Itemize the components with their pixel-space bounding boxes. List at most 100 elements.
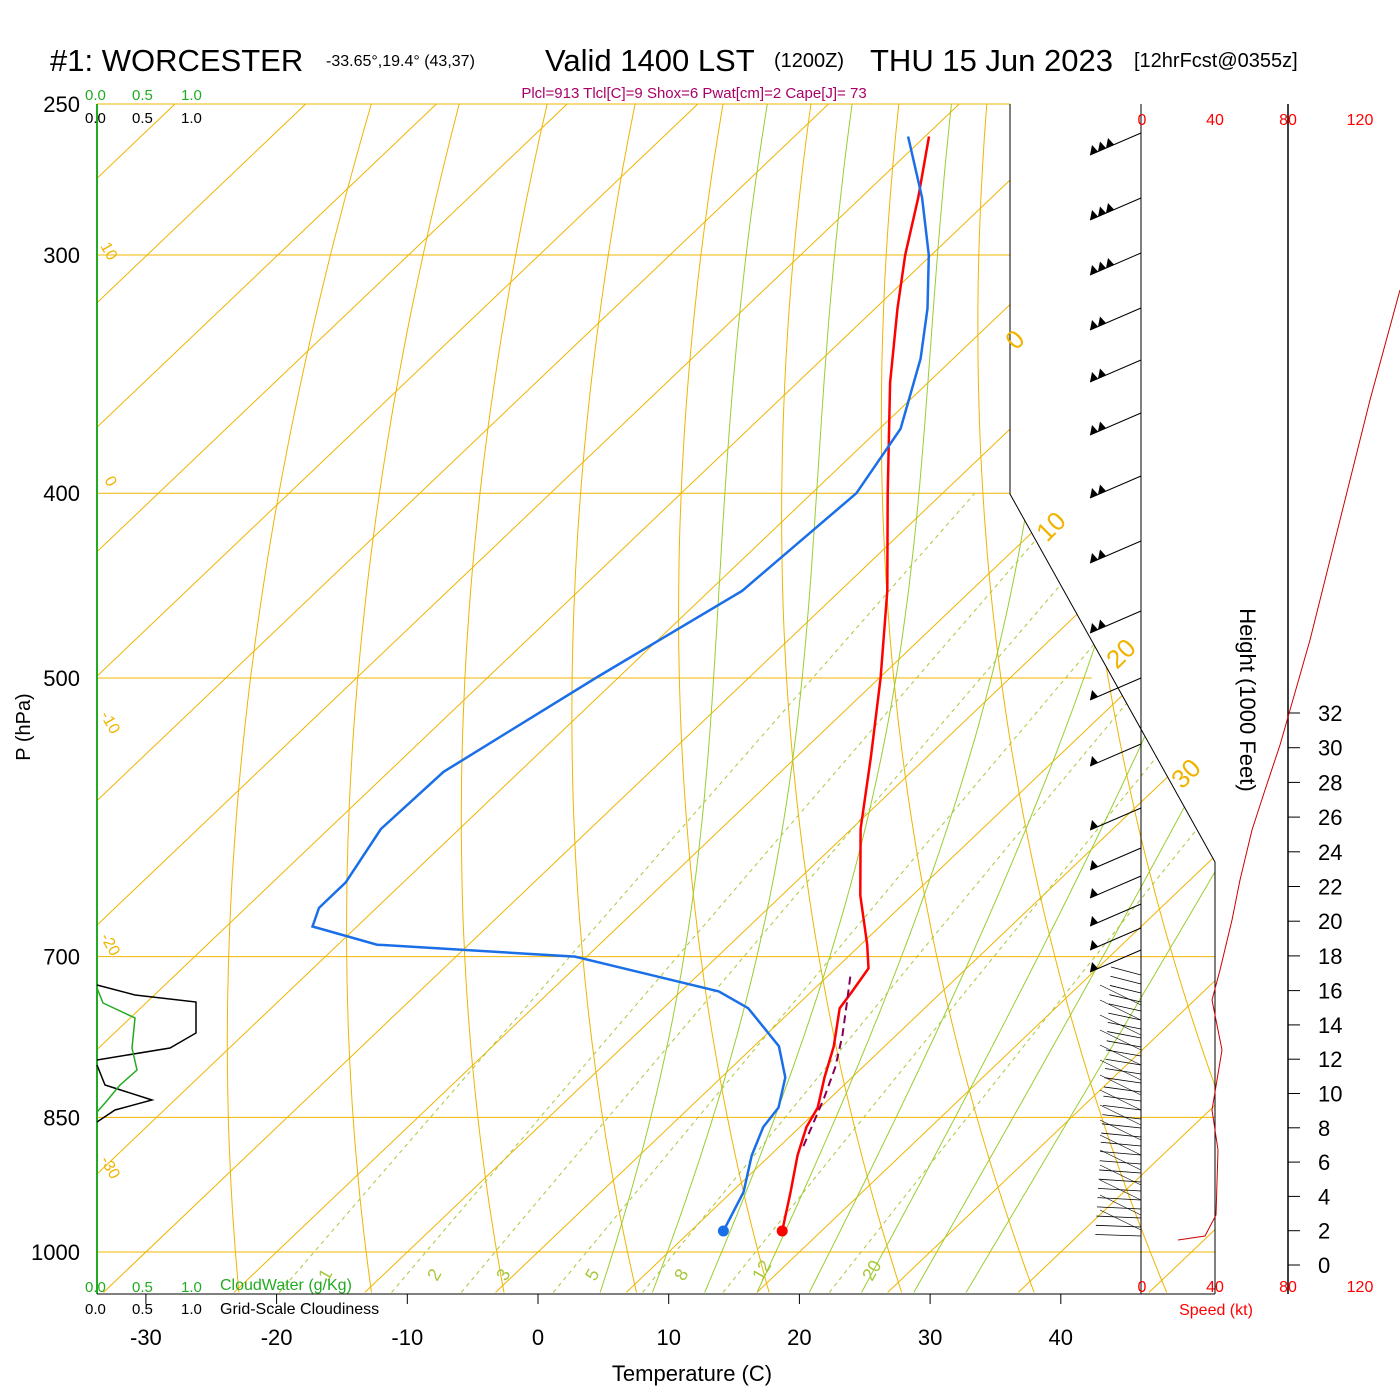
- height-tick-label: 4: [1318, 1184, 1330, 1209]
- pressure-tick-label: 850: [43, 1105, 80, 1130]
- x-tick-label: 0: [532, 1325, 544, 1350]
- surface-temperature-point: [776, 1225, 788, 1237]
- dry-adiabat-line: [1161, 104, 1215, 1293]
- y-axis-label: P (hPa): [13, 693, 35, 760]
- moist-adiabat-line: [913, 104, 1215, 1293]
- wind-barb-staff: [1089, 359, 1142, 383]
- cloudiness-curve-lower: [96, 1064, 155, 1123]
- forecast-label: [12hrFcst@0355z]: [1134, 50, 1298, 72]
- cloudwater-bottom-tick-2: 1.0: [181, 1279, 202, 1296]
- height-tick-label: 18: [1318, 944, 1342, 969]
- cloudwater-bottom-tick-0: 0.0: [85, 1279, 106, 1296]
- wind-barb-flag: [1090, 756, 1098, 766]
- low-wind-barb: [1097, 1197, 1142, 1201]
- low-wind-barb-feather: [1099, 1044, 1142, 1066]
- low-wind-barb-feather: [1099, 999, 1142, 1021]
- wind-barb-staff: [1089, 540, 1142, 564]
- wind-barb-flag: [1090, 860, 1098, 870]
- wind-barb-staff: [1089, 927, 1142, 951]
- low-wind-barb-feather: [1099, 1209, 1142, 1231]
- isotherm-line: [495, 104, 1215, 1293]
- cloudiness-bottom-tick-2: 1.0: [181, 1301, 202, 1318]
- low-wind-barb-feather: [1099, 1164, 1142, 1186]
- low-wind-barb: [1108, 1003, 1142, 1012]
- isotherm-line: [103, 104, 1215, 1293]
- isotherm-label: 30: [1165, 753, 1207, 795]
- wind-barb-flag: [1098, 484, 1106, 495]
- wind-barb-staff: [1089, 412, 1142, 436]
- low-wind-barb-feather: [1099, 1014, 1142, 1036]
- wind-barb-flag: [1098, 206, 1106, 217]
- isotherm-label: -20: [97, 931, 123, 960]
- wind-barb-flag: [1106, 138, 1114, 148]
- cloudwater-tick-1: 0.5: [132, 87, 153, 104]
- mixing-ratio-label: 2: [423, 1265, 445, 1284]
- isotherm-line: [756, 104, 1215, 1293]
- low-wind-barb: [1100, 1141, 1142, 1147]
- wind-barb-flag: [1106, 203, 1114, 213]
- wind-barb-flag: [1098, 619, 1106, 630]
- low-wind-barb: [1107, 1021, 1142, 1030]
- temperature-profile-line: [780, 136, 931, 1232]
- moist-adiabat-line: [651, 104, 853, 1293]
- speed-top-tick-3: 120: [1347, 112, 1374, 129]
- mixing-ratio-line: [722, 492, 1215, 1293]
- height-tick-label: 2: [1318, 1219, 1330, 1244]
- wind-barb-flag: [1090, 145, 1098, 155]
- low-wind-barb: [1105, 1058, 1142, 1066]
- isotherm-line: [1280, 104, 1400, 1292]
- wind-barb-staff: [1089, 132, 1142, 156]
- wind-barb-staff: [1089, 252, 1142, 276]
- height-tick-label: 24: [1318, 840, 1342, 865]
- pressure-tick-label: 1000: [31, 1240, 80, 1265]
- low-wind-barb: [1099, 1169, 1142, 1174]
- pressure-tick-label: 500: [43, 666, 80, 691]
- wind-barb-flag: [1098, 549, 1106, 560]
- utc-time: (1200Z): [774, 50, 844, 72]
- moist-adiabat-line: [808, 104, 1207, 1293]
- cloudiness-tick-0: 0.0: [85, 110, 106, 127]
- dry-adiabat-line: [571, 104, 643, 1293]
- wind-barb-staff: [1089, 847, 1142, 871]
- surface-dewpoint-point: [717, 1225, 729, 1237]
- low-wind-barb: [1103, 1086, 1142, 1093]
- wind-barb-flag: [1098, 141, 1106, 152]
- height-axis-label: Height (1000 Feet): [1235, 608, 1260, 791]
- wind-barb-flag: [1090, 265, 1098, 275]
- cloudwater-label: CloudWater (g/Kg): [220, 1277, 352, 1294]
- speed-label: Speed (kt): [1179, 1302, 1253, 1319]
- cloudiness-tick-1: 0.5: [132, 110, 153, 127]
- mixing-ratio-label: 20: [858, 1257, 885, 1284]
- height-tick-label: 16: [1318, 979, 1342, 1004]
- grid-layer: [96, 70, 1400, 1304]
- low-wind-barb: [1103, 1095, 1142, 1102]
- moist-adiabat-line: [704, 104, 952, 1293]
- dry-adiabat-line: [1250, 70, 1400, 1292]
- moist-adiabat-line: [756, 104, 1070, 1293]
- low-wind-barb: [1110, 975, 1142, 985]
- mixing-ratio-label: 3: [492, 1265, 514, 1284]
- wind-barb-flag: [1090, 940, 1098, 950]
- isotherm-line: [887, 104, 1215, 1293]
- dry-adiabat-line: [678, 104, 770, 1293]
- cloudwater-bottom-tick-1: 0.5: [132, 1279, 153, 1296]
- isotherm-line: [97, 104, 1091, 1293]
- low-wind-barb: [1104, 1077, 1142, 1084]
- height-tick-label: 26: [1318, 805, 1342, 830]
- mixing-ratio-line: [829, 492, 1215, 1293]
- station-title: #1: WORCESTER: [50, 43, 303, 78]
- wind-barb-staff: [1089, 677, 1142, 701]
- isotherm-label: -10: [97, 709, 123, 738]
- low-wind-barb-feather: [1099, 1194, 1142, 1216]
- low-wind-barb: [1108, 1012, 1142, 1021]
- low-wind-barb: [1106, 1040, 1142, 1048]
- stability-indices: Plcl=913 Tlcl[C]=9 Shox=6 Pwat[cm]=2 Cap…: [521, 85, 866, 102]
- cloudiness-curve: [96, 984, 197, 1061]
- height-tick-label: 22: [1318, 875, 1342, 900]
- wind-barb-staff: [1089, 903, 1142, 927]
- pressure-tick-label: 400: [43, 481, 80, 506]
- low-wind-barb: [1101, 1132, 1142, 1138]
- cloudiness-bottom-tick-0: 0.0: [85, 1301, 106, 1318]
- mixing-ratio-line: [278, 492, 976, 1293]
